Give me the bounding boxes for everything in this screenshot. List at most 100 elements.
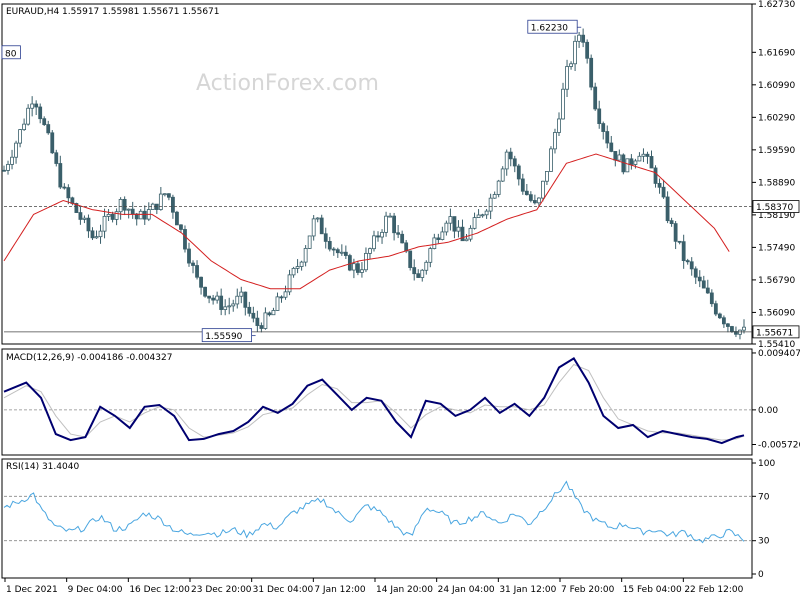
candle [713,300,718,317]
candle-body [428,248,433,263]
candle-body [223,306,228,310]
candle-body [589,57,594,88]
candle-body [50,132,55,154]
candle-body [468,227,473,240]
candle-body [649,156,654,169]
candle [46,120,51,135]
candle-body [456,226,461,232]
candle-body [585,41,590,59]
candle-body [295,266,300,269]
candle-body [331,248,336,251]
annotation-box [527,19,578,34]
candle-body [231,303,236,307]
candle [307,235,312,249]
candle [114,208,119,226]
candle-body [464,238,469,242]
candle [528,191,533,203]
price-tick-label: 1.55410 [758,340,795,350]
candle-body [158,193,163,210]
candle-body [721,317,726,325]
candle-body [2,169,6,172]
candle [82,215,87,224]
candle [10,149,14,170]
rsi-panel[interactable] [3,480,752,544]
candle-body [484,210,489,216]
annotation-label: 1.55590 [205,332,242,342]
macd-panel[interactable] [3,357,752,445]
candle-body [283,291,288,298]
candle [319,214,324,235]
candle [126,208,131,219]
price-tick-label: 1.58890 [758,178,795,188]
price-tick-label: 1.60990 [758,81,795,91]
price-panel[interactable]: 1.62230 1.55590 80 [1,19,752,342]
candle-body [480,214,485,217]
candle [207,295,212,304]
candle-body [689,261,694,270]
candle [508,147,513,167]
candle-body [62,186,67,189]
candle-body [251,312,256,319]
candle-body [126,208,131,211]
candle [162,193,167,197]
candle-body [577,34,582,42]
candle [520,173,525,195]
candle [263,307,268,330]
level-tag-label: 1.58370 [756,203,793,213]
time-x-axis: 1 Dec 2021 9 Dec 04:00 16 Dec 12:00 23 Dec … [4,578,744,595]
candle-body [66,187,71,199]
candle-body [38,106,43,120]
candle-body [142,210,147,220]
candle [291,266,296,278]
candle [283,285,288,300]
candle-body [541,180,545,199]
candle-body [408,250,413,268]
candle-body [179,224,183,230]
candle [6,160,10,175]
candle-body [677,240,682,243]
candle [408,250,413,271]
candle [557,112,561,137]
candle [343,245,348,259]
candle [585,39,590,64]
annotation-box [1,45,21,60]
candle-body [726,323,730,327]
candle [512,155,517,173]
annotation-label: 1.62230 [531,24,568,34]
candle-body [191,262,195,266]
macd-tick-label: 0.009407 [758,349,800,359]
candle [106,209,111,222]
candle [593,82,598,111]
candle-body [685,260,690,263]
candle-body [259,325,264,329]
candle [452,216,457,239]
candle-body [315,217,320,220]
candle-body [114,211,119,220]
candle-body [239,291,244,297]
candle [235,288,240,309]
candle [597,100,602,129]
rsi-tick-label: 30 [758,537,770,547]
candle [661,179,666,199]
candle [38,103,43,124]
candle-body [106,213,111,217]
candle-body [175,211,179,226]
candle [211,294,216,305]
candle-body [22,123,27,131]
candle-body [605,131,610,144]
candle [42,116,47,126]
candle [742,319,746,334]
rsi-header: RSI(14) 31.4040 [6,462,79,472]
candle [223,299,228,316]
candle-body [472,217,477,229]
candle-body [279,296,284,299]
candle [524,183,529,196]
candle [271,307,276,316]
candle-body [347,255,352,271]
candle-body [102,215,107,232]
candle [384,211,388,237]
macd-y-axis: 0.009407 0.00 -0.005726 [752,349,800,451]
level-tag-box [752,200,800,213]
candle [388,212,392,218]
candle [726,322,730,333]
